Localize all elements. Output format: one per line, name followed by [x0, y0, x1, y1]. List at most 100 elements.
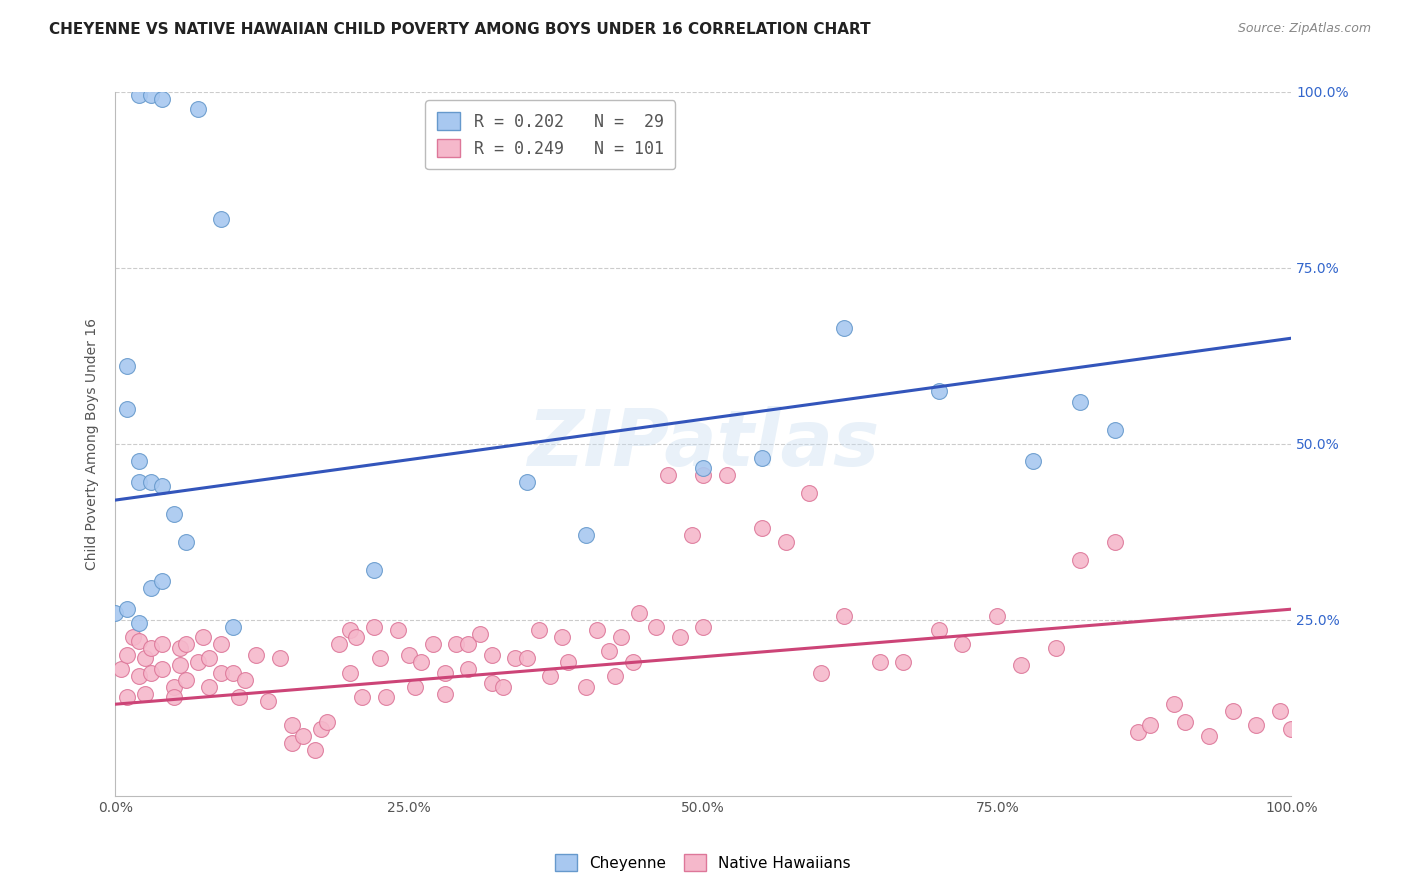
Point: [1010, 658, 1032, 673]
Point: [404, 680, 426, 694]
Point: [516, 475, 538, 490]
Point: [481, 648, 503, 662]
Point: [692, 468, 714, 483]
Point: [457, 662, 479, 676]
Point: [115, 359, 138, 374]
Point: [352, 690, 374, 705]
Point: [139, 665, 162, 680]
Point: [387, 624, 409, 638]
Point: [797, 486, 820, 500]
Point: [269, 651, 291, 665]
Point: [1021, 454, 1043, 468]
Point: [627, 606, 650, 620]
Point: [198, 651, 221, 665]
Point: [128, 633, 150, 648]
Point: [187, 103, 209, 117]
Point: [1244, 718, 1267, 732]
Point: [503, 651, 526, 665]
Point: [575, 680, 598, 694]
Point: [1198, 729, 1220, 743]
Point: [657, 468, 679, 483]
Point: [468, 627, 491, 641]
Point: [228, 690, 250, 705]
Point: [339, 624, 361, 638]
Point: [928, 624, 950, 638]
Point: [575, 528, 598, 542]
Point: [621, 655, 644, 669]
Y-axis label: Child Poverty Among Boys Under 16: Child Poverty Among Boys Under 16: [86, 318, 100, 570]
Point: [257, 694, 280, 708]
Point: [610, 631, 633, 645]
Point: [1174, 714, 1197, 729]
Point: [174, 535, 197, 549]
Point: [128, 616, 150, 631]
Legend: Cheyenne, Native Hawaiians: Cheyenne, Native Hawaiians: [547, 845, 859, 880]
Point: [150, 479, 173, 493]
Point: [193, 631, 215, 645]
Point: [692, 620, 714, 634]
Point: [891, 655, 914, 669]
Point: [150, 574, 173, 588]
Point: [751, 521, 773, 535]
Point: [163, 680, 186, 694]
Point: [368, 651, 391, 665]
Point: [398, 648, 420, 662]
Point: [115, 602, 138, 616]
Point: [174, 673, 197, 687]
Point: [598, 644, 620, 658]
Point: [209, 637, 232, 651]
Point: [150, 92, 173, 106]
Point: [810, 665, 832, 680]
Point: [187, 655, 209, 669]
Point: [1045, 640, 1067, 655]
Point: [222, 665, 245, 680]
Point: [374, 690, 396, 705]
Point: [122, 631, 145, 645]
Point: [222, 620, 245, 634]
Point: [134, 651, 156, 665]
Point: [169, 658, 191, 673]
Point: [986, 609, 1008, 624]
Point: [139, 88, 162, 103]
Point: [422, 637, 444, 651]
Point: [209, 665, 232, 680]
Point: [174, 637, 197, 651]
Legend: R = 0.202   N =  29, R = 0.249   N = 101: R = 0.202 N = 29, R = 0.249 N = 101: [426, 100, 675, 169]
Point: [433, 665, 456, 680]
Point: [775, 535, 797, 549]
Point: [1104, 423, 1126, 437]
Point: [538, 669, 561, 683]
Point: [1104, 535, 1126, 549]
Point: [557, 655, 579, 669]
Point: [139, 581, 162, 595]
Point: [457, 637, 479, 651]
Point: [645, 620, 668, 634]
Point: [245, 648, 267, 662]
Point: [233, 673, 256, 687]
Point: [150, 662, 173, 676]
Point: [169, 640, 191, 655]
Point: [692, 461, 714, 475]
Text: ZIPatlas: ZIPatlas: [527, 406, 879, 482]
Point: [339, 665, 361, 680]
Point: [110, 662, 132, 676]
Point: [1128, 725, 1150, 739]
Point: [139, 475, 162, 490]
Point: [363, 564, 385, 578]
Point: [316, 714, 339, 729]
Point: [139, 640, 162, 655]
Point: [716, 468, 738, 483]
Point: [292, 729, 315, 743]
Point: [363, 620, 385, 634]
Point: [280, 718, 302, 732]
Point: [309, 722, 332, 736]
Point: [834, 609, 856, 624]
Point: [163, 690, 186, 705]
Point: [304, 743, 326, 757]
Point: [198, 680, 221, 694]
Point: [163, 507, 186, 521]
Point: [115, 648, 138, 662]
Point: [551, 631, 574, 645]
Point: [104, 606, 127, 620]
Point: [586, 624, 609, 638]
